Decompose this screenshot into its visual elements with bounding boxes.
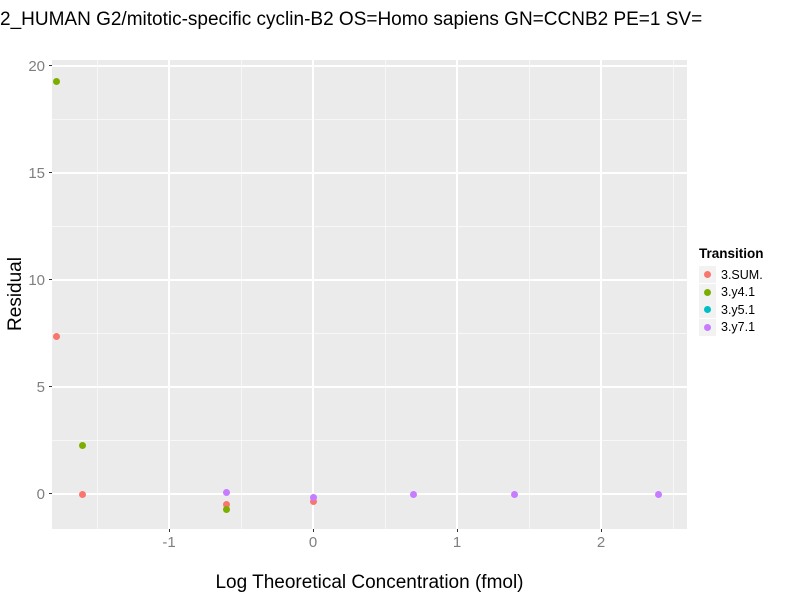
- legend-item-label: 3.y5.1: [721, 302, 756, 317]
- legend-dot-icon: [704, 271, 711, 279]
- legend-dot-icon: [704, 306, 711, 314]
- gridline-minor-vertical: [672, 60, 674, 529]
- y-tick-label: 15: [28, 164, 45, 182]
- x-tick-label: -1: [162, 534, 176, 551]
- x-tick-mark: [600, 529, 602, 532]
- gridline-minor-vertical: [528, 60, 530, 529]
- x-tick-label: 2: [596, 534, 606, 551]
- legend-key: [699, 266, 716, 284]
- y-tick-mark: [49, 493, 52, 495]
- data-point: [79, 491, 87, 499]
- data-point: [223, 505, 231, 513]
- gridline-minor-horizontal: [52, 439, 687, 441]
- data-point: [53, 78, 61, 86]
- legend-item-label: 3.y7.1: [721, 320, 756, 335]
- legend-item: 3.y5.1: [699, 301, 764, 319]
- gridline-major-horizontal: [52, 64, 687, 67]
- x-tick-mark: [456, 529, 458, 532]
- gridline-minor-horizontal: [52, 332, 687, 334]
- data-point: [309, 493, 317, 501]
- gridline-major-horizontal: [52, 278, 687, 281]
- x-tick-mark: [312, 529, 314, 532]
- chart-title: 2_HUMAN G2/mitotic-specific cyclin-B2 OS…: [0, 9, 703, 30]
- data-point: [410, 491, 418, 499]
- data-point: [53, 333, 61, 341]
- gridline-minor-vertical: [96, 60, 98, 529]
- legend-key: [699, 283, 716, 301]
- y-axis-title: Residual: [5, 257, 26, 331]
- gridline-minor-horizontal: [52, 118, 687, 120]
- data-point: [655, 491, 663, 499]
- plot-panel: [52, 60, 687, 529]
- x-tick-label: 0: [308, 534, 318, 551]
- data-point: [79, 441, 87, 449]
- y-tick-mark: [49, 386, 52, 388]
- y-tick-label: 5: [36, 378, 45, 396]
- gridline-major-vertical: [312, 60, 314, 529]
- y-tick-mark: [49, 172, 52, 174]
- gridline-major-horizontal: [52, 171, 687, 174]
- y-tick-mark: [49, 65, 52, 67]
- legend-dot-icon: [704, 288, 711, 296]
- gridline-major-horizontal: [52, 492, 687, 495]
- gridline-major-horizontal: [52, 385, 687, 388]
- gridline-minor-horizontal: [52, 225, 687, 227]
- x-axis-title: Log Theoretical Concentration (fmol): [215, 572, 524, 593]
- data-point: [309, 497, 317, 505]
- x-tick-mark: [168, 529, 170, 532]
- data-point: [223, 489, 231, 497]
- gridline-major-vertical: [456, 60, 459, 529]
- data-point: [511, 491, 519, 499]
- legend: Transition 3.SUM. 3.y4.1 3.y5.1 3.y7.1: [699, 246, 764, 336]
- legend-dot-icon: [704, 323, 711, 331]
- gridline-minor-vertical: [240, 60, 242, 529]
- y-tick-label: 20: [28, 57, 45, 75]
- legend-title: Transition: [699, 246, 764, 261]
- x-tick-label: 1: [452, 534, 462, 551]
- legend-item: 3.y7.1: [699, 318, 764, 337]
- legend-item-label: 3.SUM.: [721, 267, 763, 282]
- gridline-major-vertical: [600, 60, 603, 529]
- legend-item: 3.SUM.: [699, 266, 764, 284]
- y-tick-label: 10: [28, 271, 45, 289]
- legend-item-label: 3.y4.1: [721, 285, 756, 300]
- legend-key: [699, 301, 716, 319]
- legend-items: 3.SUM. 3.y4.1 3.y5.1 3.y7.1: [699, 266, 764, 336]
- legend-key: [699, 318, 716, 336]
- y-tick-mark: [49, 279, 52, 281]
- gridline-minor-vertical: [384, 60, 386, 529]
- y-tick-label: 0: [36, 485, 45, 503]
- data-point: [223, 500, 231, 508]
- gridline-major-vertical: [168, 60, 170, 529]
- legend-item: 3.y4.1: [699, 283, 764, 302]
